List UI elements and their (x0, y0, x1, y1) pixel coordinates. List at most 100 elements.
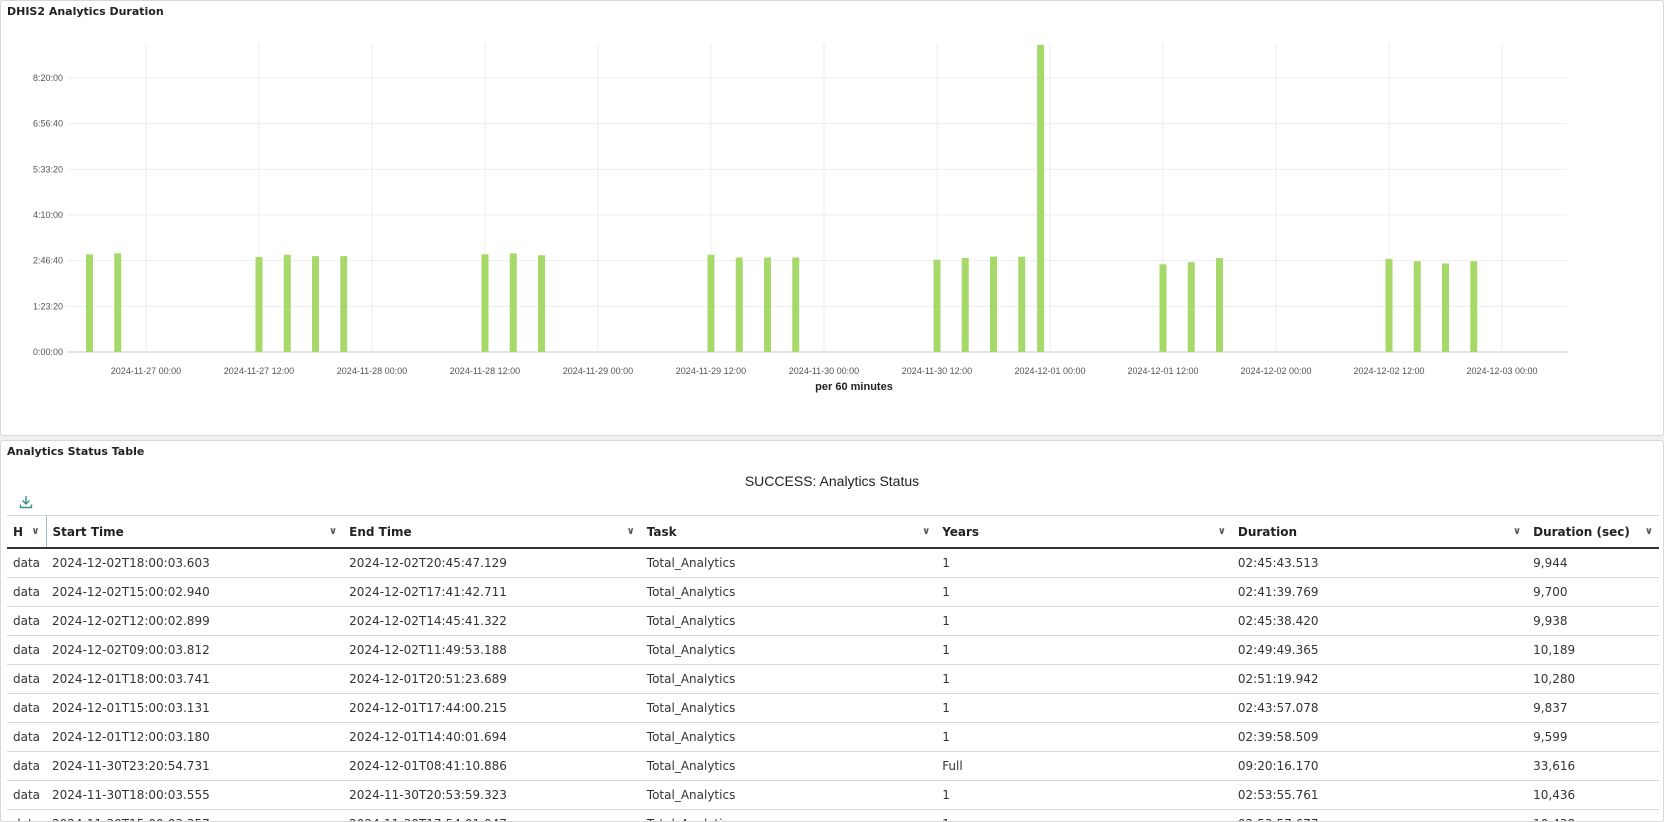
x-tick-label: 2024-11-28 00:00 (337, 366, 407, 376)
bar (538, 255, 545, 352)
x-tick-label: 2024-11-29 00:00 (563, 366, 633, 376)
table-cell: 9,837 (1527, 693, 1659, 723)
chevron-down-icon[interactable]: ∨ (922, 526, 931, 537)
table-cell: Total_Analytics (640, 606, 937, 636)
column-header[interactable]: Duration ∨ (1231, 515, 1528, 549)
table-row: data 2024-12-02T09:00:03.812 2024-12-02T11… (7, 635, 1659, 665)
column-header-label: Task (646, 524, 677, 539)
table-cell: 9,944 (1527, 548, 1659, 578)
y-tick-label: 5:33:20 (33, 164, 63, 174)
table-header-row: H ∨ Start Time ∨ End Time ∨ Task ∨ Years ∨ Duratio… (7, 515, 1659, 549)
table-row: data 2024-12-01T15:00:03.131 2024-12-01T17… (7, 693, 1659, 723)
column-header[interactable]: Duration (sec) ∨ (1527, 515, 1659, 549)
table-cell: 2024-12-01T12:00:03.180 (46, 722, 344, 752)
table-cell: 9,700 (1527, 577, 1659, 607)
bar (312, 256, 319, 352)
table-cell: 02:39:58.509 (1231, 722, 1528, 752)
table-cell: 02:45:43.513 (1231, 548, 1528, 578)
table-cell: Total_Analytics (640, 664, 937, 694)
chart-panel: DHIS2 Analytics Duration 0:00:00 1:23:20 2… (0, 0, 1664, 436)
y-tick-label: 0:00:00 (33, 347, 63, 357)
x-tick-label: 2024-12-03 00:00 (1466, 366, 1537, 376)
chevron-down-icon[interactable]: ∨ (329, 526, 338, 537)
bar (707, 254, 715, 352)
table-cell: 1 (936, 693, 1232, 723)
column-header-label: End Time (349, 524, 412, 539)
bar (509, 253, 517, 352)
bar (1470, 261, 1478, 352)
bar (255, 257, 263, 352)
x-tick-label: 2024-11-30 12:00 (902, 366, 972, 376)
table-cell: 2024-12-01T17:44:00.215 (343, 693, 641, 723)
bar (1159, 264, 1167, 352)
table-cell: 2024-12-02T11:49:53.188 (343, 635, 641, 665)
y-tick-label: 8:20:00 (33, 73, 63, 83)
table-cell: Total_Analytics (640, 722, 937, 752)
table-cell: 1 (936, 635, 1232, 665)
bar (481, 254, 489, 352)
table-cell: 02:49:49.365 (1231, 635, 1528, 665)
table-cell: 02:53:55.761 (1231, 780, 1528, 810)
table-cell: 02:43:57.078 (1231, 693, 1528, 723)
table-cell: Total_Analytics (640, 548, 937, 578)
table-cell: Full (936, 751, 1232, 781)
table-cell: 1 (936, 780, 1232, 810)
bar (1442, 263, 1449, 352)
table-cell: 10,189 (1527, 635, 1659, 665)
bar (1018, 256, 1026, 352)
column-header-label: H (13, 524, 24, 539)
table-cell: 1 (936, 577, 1232, 607)
table-row: data 2024-11-30T18:00:03.555 2024-11-30T20… (7, 780, 1659, 810)
table-cell: 2024-12-01T08:41:10.886 (343, 751, 641, 781)
table-body: data 2024-12-02T18:00:03.603 2024-12-02T20… (7, 548, 1659, 821)
table-cell: Total_Analytics (640, 693, 937, 723)
y-tick-label: 6:56:40 (33, 119, 63, 129)
bar (764, 257, 771, 352)
chevron-down-icon[interactable]: ∨ (1513, 526, 1522, 537)
bar (340, 256, 348, 352)
bar (792, 257, 800, 352)
chevron-down-icon[interactable]: ∨ (31, 526, 40, 537)
bar (1413, 261, 1421, 352)
table-cell: 9,599 (1527, 722, 1659, 752)
table-cell: 02:53:57.677 (1231, 809, 1528, 821)
column-header-label: Duration (1237, 524, 1298, 539)
column-header-label: Years (942, 524, 980, 539)
column-header-label: Duration (sec) (1533, 524, 1630, 539)
chevron-down-icon[interactable]: ∨ (1644, 526, 1653, 537)
table-cell: Total_Analytics (640, 577, 937, 607)
column-header[interactable]: Years ∨ (936, 515, 1232, 549)
table-row: data 2024-12-01T12:00:03.180 2024-12-01T14… (7, 722, 1659, 752)
table-row: data 2024-11-30T23:20:54.731 2024-12-01T08… (7, 751, 1659, 781)
table-cell: data (7, 780, 47, 810)
table-cell: 2024-12-01T14:40:01.694 (343, 722, 641, 752)
bar (114, 253, 122, 352)
table-row: data 2024-12-02T18:00:03.603 2024-12-02T20… (7, 548, 1659, 578)
bar (990, 256, 997, 352)
table-cell: 2024-11-30T23:20:54.731 (46, 751, 344, 781)
download-icon[interactable] (19, 495, 33, 509)
table-cell: 2024-12-01T20:51:23.689 (343, 664, 641, 694)
x-tick-label: 2024-11-28 12:00 (450, 366, 520, 376)
table-cell: 2024-12-02T17:41:42.711 (343, 577, 641, 607)
x-axis-title: per 60 minutes (815, 381, 893, 393)
x-tick-label: 2024-11-29 12:00 (676, 366, 746, 376)
table-cell: data (7, 722, 47, 752)
column-header[interactable]: Task ∨ (640, 515, 937, 549)
x-tick-label: 2024-11-27 12:00 (224, 366, 294, 376)
x-tick-label: 2024-12-01 00:00 (1014, 366, 1085, 376)
table-cell: 2024-12-02T20:45:47.129 (343, 548, 641, 578)
table-cell: 2024-11-30T18:00:03.555 (46, 780, 344, 810)
chart-panel-title: DHIS2 Analytics Duration (7, 5, 164, 18)
table-cell: 2024-12-01T18:00:03.741 (46, 664, 344, 694)
chevron-down-icon[interactable]: ∨ (1217, 526, 1226, 537)
column-header[interactable]: End Time ∨ (343, 515, 641, 549)
table-cell: 2024-12-02T15:00:02.940 (46, 577, 344, 607)
table-cell: data (7, 606, 47, 636)
table-cell: 2024-11-30T20:53:59.323 (343, 780, 641, 810)
column-header[interactable]: H ∨ (7, 515, 47, 549)
table-cell: 9,938 (1527, 606, 1659, 636)
column-header[interactable]: Start Time ∨ (46, 515, 344, 549)
table-cell: 2024-12-02T14:45:41.322 (343, 606, 641, 636)
chevron-down-icon[interactable]: ∨ (626, 526, 635, 537)
